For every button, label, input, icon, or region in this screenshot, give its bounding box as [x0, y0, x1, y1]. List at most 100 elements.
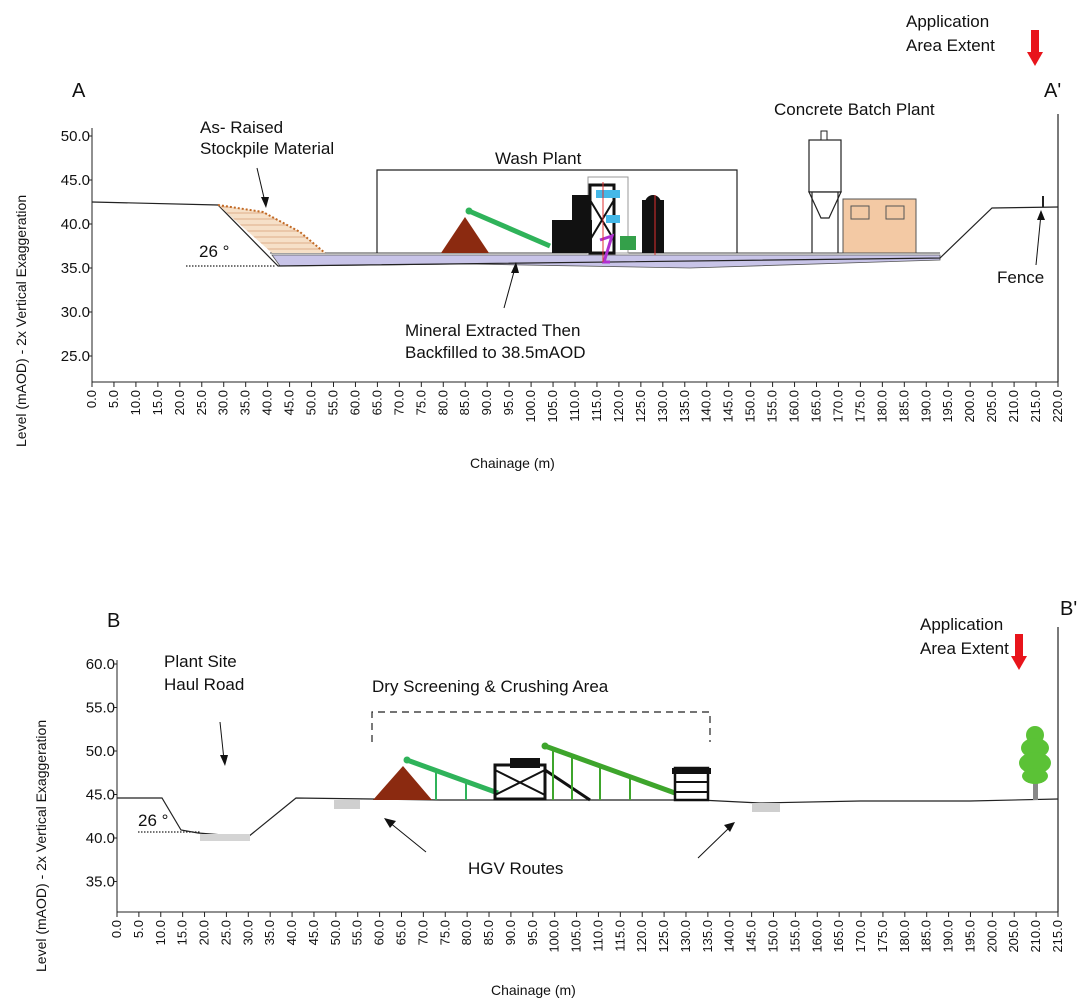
- x-tick-label: 10.0: [153, 920, 168, 945]
- stockpile-label-line1: As- Raised: [200, 118, 283, 137]
- x-tick-label: 210.0: [1006, 390, 1021, 423]
- x-tick-label: 85.0: [457, 390, 472, 415]
- x-tick-label: 170.0: [853, 920, 868, 953]
- x-tick-label: 135.0: [700, 920, 715, 953]
- section-a-x-axis-title: Chainage (m): [470, 455, 555, 471]
- crusher-unit: [493, 758, 591, 802]
- x-tick-label: 30.0: [240, 920, 255, 945]
- mineral-arrow: [511, 262, 519, 273]
- section-b-x-axis-title: Chainage (m): [491, 982, 576, 998]
- x-tick-label: 55.0: [350, 920, 365, 945]
- x-tick-label: 90.0: [479, 390, 494, 415]
- x-tick-label: 70.0: [415, 920, 430, 945]
- x-tick-label: 40.0: [284, 920, 299, 945]
- x-tick-label: 145.0: [744, 920, 759, 953]
- hgv-arrow-left: [384, 818, 396, 828]
- x-tick-label: 10.0: [128, 390, 143, 415]
- y-tick-label: 45.0: [61, 172, 90, 189]
- y-tick-label: 40.0: [61, 216, 90, 233]
- section-a-y-ticks: 50.0 45.0 40.0 35.0 30.0 25.0: [61, 128, 92, 365]
- wash-plant-outline: [376, 169, 738, 253]
- haul-road-arrow: [220, 755, 228, 766]
- x-tick-label: 20.0: [197, 920, 212, 945]
- x-tick-label: 100.0: [523, 390, 538, 423]
- x-tick-label: 65.0: [393, 920, 408, 945]
- x-tick-label: 125.0: [633, 390, 648, 423]
- dry-screening-outline: [371, 711, 711, 742]
- section-b-x-ticks: 0.0 5.0 10.0 15.0 20.0 25.0 30.0 35.0 40.0 45.0 50…: [109, 912, 1065, 953]
- concrete-batch-plant: [808, 130, 917, 254]
- x-tick-label: 70.0: [391, 390, 406, 415]
- x-tick-label: 95.0: [501, 390, 516, 415]
- x-tick-label: 110.0: [590, 920, 605, 952]
- material-mound-a: [441, 217, 489, 253]
- x-tick-label: 60.0: [372, 920, 387, 945]
- x-tick-label: 130.0: [655, 390, 670, 423]
- fence-arrow: [1037, 210, 1045, 220]
- x-tick-label: 135.0: [677, 390, 692, 423]
- x-tick-label: 35.0: [238, 390, 253, 415]
- dry-screening-label: Dry Screening & Crushing Area: [372, 677, 609, 696]
- section-a-start-marker: A: [72, 80, 86, 102]
- x-tick-label: 215.0: [1050, 920, 1065, 953]
- x-tick-label: 125.0: [656, 920, 671, 953]
- x-tick-label: 100.0: [547, 920, 562, 953]
- x-tick-label: 180.0: [897, 920, 912, 953]
- x-tick-label: 150.0: [766, 920, 781, 953]
- x-tick-label: 55.0: [326, 390, 341, 415]
- extent-a-line2: Area Extent: [906, 36, 995, 55]
- extent-b-line2: Area Extent: [920, 639, 1009, 658]
- extent-a-line1: Application: [906, 12, 989, 31]
- x-tick-label: 0.0: [109, 920, 124, 938]
- haul-road-label-line1: Plant Site: [164, 652, 237, 671]
- x-tick-label: 60.0: [347, 390, 362, 415]
- x-tick-label: 85.0: [481, 920, 496, 945]
- section-a-y-axis-title: Level (mAOD) - 2x Vertical Exaggeration: [13, 195, 29, 447]
- x-tick-label: 195.0: [940, 390, 955, 423]
- y-tick-label: 35.0: [61, 260, 90, 277]
- x-tick-label: 15.0: [175, 920, 190, 945]
- conveyor-b2-head: [541, 742, 549, 750]
- batch-plant-label: Concrete Batch Plant: [774, 100, 935, 119]
- slope-angle-label-b: 26 °: [138, 811, 168, 830]
- x-tick-label: 30.0: [216, 390, 231, 415]
- x-tick-label: 65.0: [369, 390, 384, 415]
- extent-a-arrow: [1027, 30, 1043, 66]
- y-tick-label: 45.0: [86, 787, 115, 804]
- y-tick-label: 60.0: [86, 656, 115, 673]
- x-tick-label: 200.0: [984, 920, 999, 953]
- x-tick-label: 40.0: [260, 390, 275, 415]
- section-b-y-axis-title: Level (mAOD) - 2x Vertical Exaggeration: [33, 720, 49, 972]
- x-tick-label: 45.0: [306, 920, 321, 945]
- stockpile-label-line2: Stockpile Material: [200, 139, 334, 158]
- x-tick-label: 25.0: [194, 390, 209, 415]
- extent-b-line1: Application: [920, 615, 1003, 634]
- x-tick-label: 155.0: [765, 390, 780, 423]
- stockpile-arrow: [261, 197, 269, 208]
- hgv-arrow-right: [724, 822, 735, 832]
- x-tick-label: 75.0: [437, 920, 452, 945]
- x-tick-label: 160.0: [809, 920, 824, 953]
- x-tick-label: 5.0: [131, 920, 146, 938]
- x-tick-label: 0.0: [84, 390, 99, 408]
- section-a: 50.0 45.0 40.0 35.0 30.0 25.0 0.0 5.0 10.0 15.0 2…: [13, 12, 1065, 471]
- x-tick-label: 80.0: [435, 390, 450, 415]
- section-a-x-ticks: 0.0 5.0 10.0 15.0 20.0 25.0 30.0 35.0 40.0 45.0 50…: [84, 382, 1065, 423]
- y-tick-label: 50.0: [86, 743, 115, 760]
- road-pad-2: [334, 800, 360, 809]
- x-tick-label: 145.0: [721, 390, 736, 423]
- x-tick-label: 110.0: [567, 390, 582, 422]
- x-tick-label: 210.0: [1028, 920, 1043, 953]
- x-tick-label: 25.0: [218, 920, 233, 945]
- road-pad-1: [200, 834, 250, 841]
- x-tick-label: 20.0: [172, 390, 187, 415]
- x-tick-label: 165.0: [809, 390, 824, 423]
- x-tick-label: 95.0: [525, 920, 540, 945]
- y-tick-label: 35.0: [86, 874, 115, 891]
- section-b-end-marker: B': [1060, 598, 1077, 620]
- haul-road-label-line2: Haul Road: [164, 675, 244, 694]
- x-tick-label: 75.0: [413, 390, 428, 415]
- x-tick-label: 35.0: [262, 920, 277, 945]
- wash-plant-label: Wash Plant: [495, 149, 582, 168]
